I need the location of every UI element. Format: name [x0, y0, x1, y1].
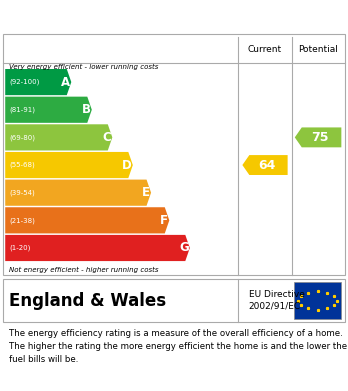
Text: F: F	[160, 214, 168, 227]
Text: A: A	[61, 75, 70, 89]
Text: E: E	[142, 186, 150, 199]
Text: Current: Current	[248, 45, 282, 54]
Polygon shape	[5, 235, 190, 261]
Bar	[294, 282, 341, 319]
Text: (21-38): (21-38)	[9, 217, 35, 224]
Polygon shape	[295, 127, 341, 147]
Text: 75: 75	[311, 131, 329, 144]
Text: Very energy efficient - lower running costs: Very energy efficient - lower running co…	[9, 64, 158, 70]
Polygon shape	[5, 152, 133, 178]
Text: Energy Efficiency Rating: Energy Efficiency Rating	[9, 9, 219, 23]
Text: Potential: Potential	[298, 45, 338, 54]
Polygon shape	[5, 207, 169, 233]
Text: (69-80): (69-80)	[9, 134, 35, 141]
Text: 64: 64	[258, 158, 275, 172]
Text: D: D	[122, 158, 132, 172]
Text: The energy efficiency rating is a measure of the overall efficiency of a home. T: The energy efficiency rating is a measur…	[9, 329, 347, 364]
Text: (92-100): (92-100)	[9, 79, 40, 85]
Text: B: B	[82, 103, 91, 116]
Polygon shape	[5, 124, 112, 151]
Text: (81-91): (81-91)	[9, 106, 35, 113]
Text: (55-68): (55-68)	[9, 162, 35, 168]
Text: C: C	[103, 131, 111, 144]
Polygon shape	[5, 69, 71, 95]
Text: EU Directive
2002/91/EC: EU Directive 2002/91/EC	[249, 290, 305, 311]
Text: Not energy efficient - higher running costs: Not energy efficient - higher running co…	[9, 267, 158, 273]
Polygon shape	[242, 155, 288, 175]
Text: (1-20): (1-20)	[9, 245, 31, 251]
Text: G: G	[179, 242, 189, 255]
Polygon shape	[5, 97, 92, 123]
Text: England & Wales: England & Wales	[9, 292, 166, 310]
Text: (39-54): (39-54)	[9, 189, 35, 196]
Polygon shape	[5, 179, 151, 206]
